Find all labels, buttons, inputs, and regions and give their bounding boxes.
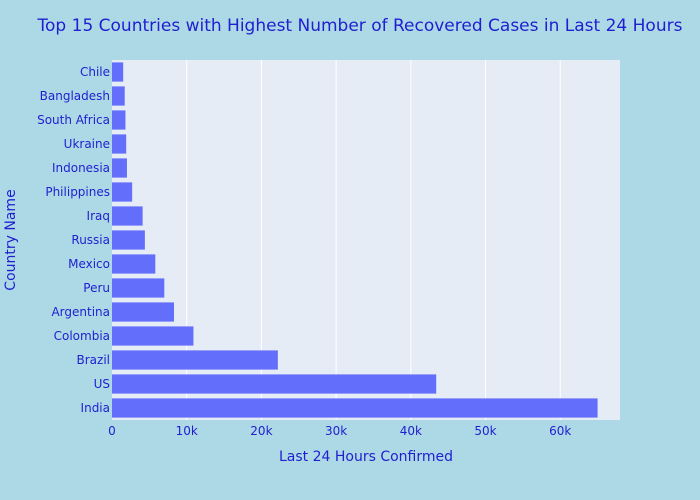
y-tick-label: Bangladesh (40, 89, 110, 103)
bar-chile[interactable] (112, 62, 124, 82)
y-tick-label: South Africa (37, 113, 110, 127)
x-tick-label: 60k (549, 424, 571, 438)
bar-colombia[interactable] (112, 326, 194, 346)
x-axis-ticks: 0 10k 20k 30k 40k 50k 60k (108, 424, 571, 438)
y-tick-label: Iraq (87, 209, 110, 223)
x-tick-label: 20k (250, 424, 272, 438)
bar-ukraine[interactable] (112, 134, 127, 154)
y-tick-label: Colombia (54, 329, 110, 343)
chart-title: Top 15 Countries with Highest Number of … (37, 16, 683, 36)
x-tick-label: 10k (176, 424, 198, 438)
x-axis-title: Last 24 Hours Confirmed (279, 449, 453, 465)
bar-argentina[interactable] (112, 302, 175, 322)
x-tick-label: 50k (474, 424, 496, 438)
bar-brazil[interactable] (112, 350, 278, 370)
bar-south-africa[interactable] (112, 110, 126, 130)
y-tick-label: Argentina (51, 305, 110, 319)
x-tick-label: 40k (400, 424, 422, 438)
y-tick-label: India (81, 401, 110, 415)
bars (112, 62, 598, 418)
x-tick-label: 0 (108, 424, 116, 438)
y-tick-label: Ukraine (64, 137, 110, 151)
y-tick-label: Brazil (77, 353, 111, 367)
y-axis-ticks: India US Brazil Colombia Argentina Peru Mexico… (37, 65, 110, 415)
y-tick-label: Mexico (68, 257, 110, 271)
y-tick-label: Indonesia (52, 161, 110, 175)
bar-us[interactable] (112, 374, 437, 394)
bar-philippines[interactable] (112, 182, 133, 202)
x-tick-label: 30k (325, 424, 347, 438)
bar-russia[interactable] (112, 230, 145, 250)
y-tick-label: Philippines (45, 185, 110, 199)
bar-indonesia[interactable] (112, 158, 127, 178)
y-axis-title: Country Name (3, 189, 19, 290)
bar-iraq[interactable] (112, 206, 143, 226)
bar-mexico[interactable] (112, 254, 156, 274)
y-tick-label: US (94, 377, 110, 391)
grid-lines (186, 60, 561, 420)
y-tick-label: Chile (80, 65, 110, 79)
bar-peru[interactable] (112, 278, 165, 298)
y-tick-label: Peru (83, 281, 110, 295)
bar-bangladesh[interactable] (112, 86, 125, 106)
bar-india[interactable] (112, 398, 598, 418)
y-tick-label: Russia (71, 233, 110, 247)
